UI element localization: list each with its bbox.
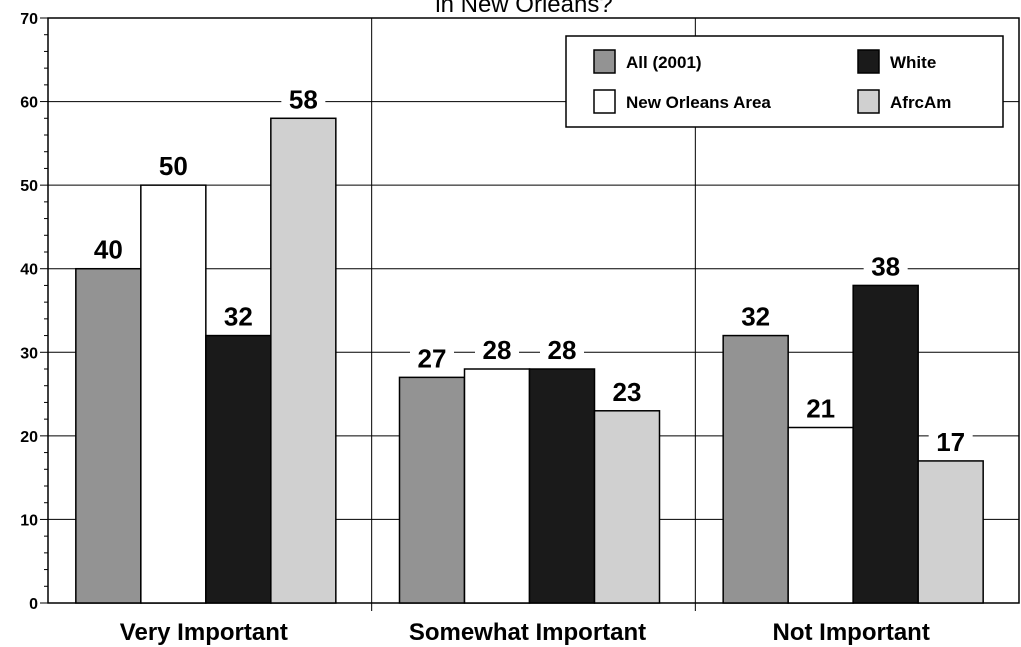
- data-label: 38: [871, 251, 900, 281]
- bar: [787, 426, 854, 604]
- y-tick-label: 70: [20, 11, 38, 28]
- legend-label: AfrcAm: [890, 93, 951, 112]
- data-label: 58: [289, 84, 318, 114]
- data-label: 23: [613, 377, 642, 407]
- bar: [852, 284, 919, 604]
- bar: [917, 460, 984, 604]
- bar: [270, 117, 337, 604]
- data-label: 17: [936, 427, 965, 457]
- legend-swatch: [857, 49, 880, 74]
- data-label: 27: [418, 343, 447, 373]
- bar: [75, 267, 142, 604]
- data-label-background: [410, 343, 454, 372]
- legend-label: New Orleans Area: [626, 93, 771, 112]
- legend-swatch: [593, 49, 616, 74]
- bar: [398, 376, 466, 604]
- data-label-background: [475, 335, 519, 363]
- bar: [722, 334, 789, 604]
- y-tick-label: 50: [20, 178, 38, 195]
- data-label-background: [733, 301, 778, 330]
- data-label-background: [605, 376, 649, 405]
- legend-label: White: [890, 53, 936, 72]
- data-label-background: [540, 335, 584, 363]
- x-category-label: Very Important: [120, 619, 288, 646]
- y-tick-label: 40: [20, 262, 38, 279]
- legend: All (2001) New Orleans Area White AfrcAm: [565, 35, 1004, 128]
- legend-label: All (2001): [626, 53, 702, 72]
- data-label-background: [798, 393, 843, 422]
- data-label: 21: [806, 394, 835, 424]
- data-labels: 40 50 32 58 27 28 28 23 32 21 38 17: [86, 84, 973, 457]
- x-category-label: Not Important: [773, 619, 930, 646]
- data-label-background: [863, 251, 908, 280]
- data-label: 28: [548, 335, 577, 365]
- data-label-background: [216, 301, 261, 330]
- y-tick-label: 10: [20, 512, 38, 529]
- y-tick-label: 30: [20, 345, 38, 362]
- legend-swatch: [857, 89, 880, 114]
- data-label-background: [281, 84, 326, 113]
- legend-swatch: [593, 89, 616, 114]
- y-tick-label: 60: [20, 95, 38, 112]
- bar: [463, 368, 531, 604]
- y-tick-label: 20: [20, 429, 38, 446]
- bars: [75, 117, 984, 604]
- bar: [205, 334, 272, 604]
- chart-title: in New Orleans?: [435, 0, 612, 18]
- x-category-label: Somewhat Important: [409, 619, 646, 646]
- data-label: 28: [483, 335, 512, 365]
- data-label-background: [86, 234, 131, 263]
- bar: [140, 184, 207, 604]
- bar: [528, 368, 596, 604]
- bar: [593, 410, 661, 604]
- data-label-background: [151, 151, 196, 180]
- data-label: 32: [224, 302, 253, 332]
- data-label-background: [928, 426, 973, 455]
- data-label: 32: [741, 302, 770, 332]
- data-label: 40: [94, 235, 123, 265]
- legend-box: [565, 35, 1004, 128]
- data-label: 50: [159, 151, 188, 181]
- y-tick-label: 0: [29, 596, 38, 613]
